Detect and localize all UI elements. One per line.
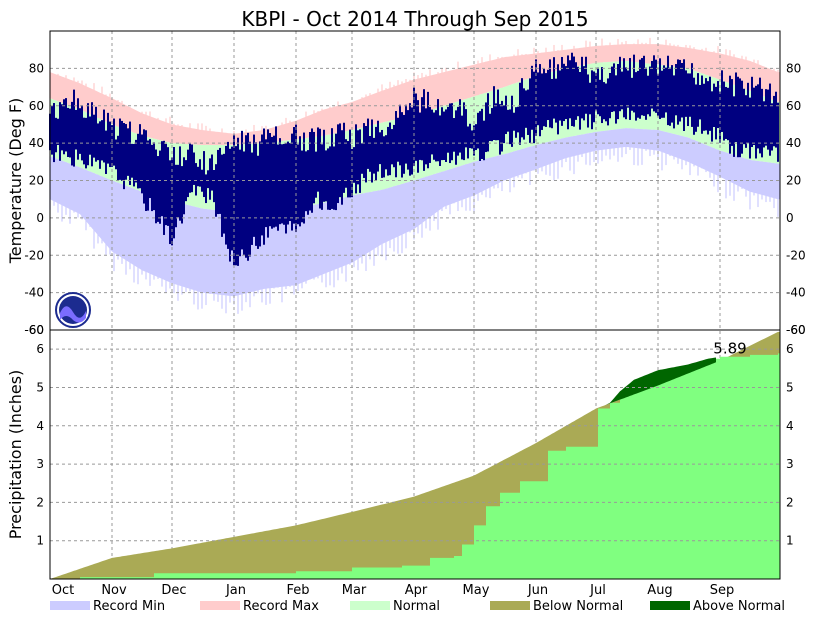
precip-tick-left: 1 — [36, 534, 44, 548]
temp-tick-left: 40 — [29, 136, 44, 150]
precip-tick-right: -60 — [786, 323, 806, 337]
month-label: Nov — [101, 583, 127, 598]
legend-swatch — [200, 601, 240, 610]
temp-tick-left: -40 — [24, 286, 44, 300]
temp-tick-right: -40 — [786, 286, 806, 300]
temp-tick-right: 0 — [786, 211, 794, 225]
legend-label: Normal — [393, 599, 440, 614]
noaa-logo-bird — [60, 306, 86, 323]
month-label: May — [463, 583, 490, 598]
precip-tick-right: 4 — [786, 419, 794, 433]
month-label: Dec — [161, 583, 186, 598]
precip-tick-left: 6 — [36, 342, 44, 356]
precip-tick-left: 3 — [36, 457, 44, 471]
chart-title: KBPI - Oct 2014 Through Sep 2015 — [241, 7, 588, 31]
temp-tick-right: 80 — [786, 61, 801, 75]
temp-tick-right: -60 — [786, 323, 806, 337]
month-label: Sep — [710, 583, 735, 598]
precip-tick-left: 5 — [36, 380, 44, 394]
noaa-logo-disc — [59, 296, 87, 324]
temp-tick-right: -20 — [786, 248, 806, 262]
precipitation-panel: 1 1 2 2 3 3 4 4 5 5 6 6 -60 -60 Oct Nov Dec Jan Feb Mar Apr M… — [6, 323, 806, 598]
legend-label: Record Max — [243, 599, 319, 614]
record-min-band — [50, 128, 780, 297]
month-label: Jan — [225, 583, 246, 598]
month-label: Jul — [589, 583, 606, 598]
precip-total-annotation: 5.89 — [713, 339, 746, 357]
temp-tick-left: -60 — [24, 323, 44, 337]
legend-swatch — [650, 601, 690, 610]
legend-swatch — [350, 601, 390, 610]
temperature-panel: -60 -60 -40 -40 -20 -20 0 0 20 20 40 40 60 60 80 80 Temp… — [6, 30, 806, 579]
precip-tick-left: -60 — [24, 323, 44, 337]
precip-axis-label: Precipitation (Inches) — [6, 370, 25, 540]
precip-tick-left: 2 — [36, 495, 44, 509]
temp-axis-label: Temperature (Deg F) — [6, 98, 25, 265]
month-label: Apr — [405, 583, 428, 598]
legend: Record Min Record Max Normal Below Normal Ab… — [50, 599, 785, 614]
precip-tick-right: 5 — [786, 380, 794, 394]
temp-tick-left: 80 — [29, 61, 44, 75]
legend-label: Below Normal — [533, 599, 623, 614]
observed-precip-area — [50, 353, 780, 579]
temp-tick-left: 0 — [36, 211, 44, 225]
temp-tick-right: 60 — [786, 99, 801, 113]
legend-swatch — [490, 601, 530, 610]
month-label: Feb — [286, 583, 309, 598]
month-label: Aug — [647, 583, 672, 598]
month-label: Oct — [52, 583, 74, 598]
above-normal-area — [606, 357, 716, 405]
precip-tick-right: 3 — [786, 457, 794, 471]
legend-swatch — [50, 601, 90, 610]
temp-tick-right: 20 — [786, 174, 801, 188]
temp-tick-left: 60 — [29, 99, 44, 113]
temp-tick-right: 40 — [786, 136, 801, 150]
month-label: Jun — [527, 583, 548, 598]
temp-tick-left: -20 — [24, 248, 44, 262]
precip-tick-right: 6 — [786, 342, 794, 356]
precip-tick-right: 2 — [786, 495, 794, 509]
precip-tick-left: 4 — [36, 419, 44, 433]
temp-tick-left: 20 — [29, 174, 44, 188]
precip-frame — [49, 329, 781, 580]
legend-label: Record Min — [93, 599, 165, 614]
month-label: Mar — [342, 583, 367, 598]
legend-label: Above Normal — [693, 599, 785, 614]
noaa-logo — [55, 292, 91, 328]
precip-tick-right: 1 — [786, 534, 794, 548]
